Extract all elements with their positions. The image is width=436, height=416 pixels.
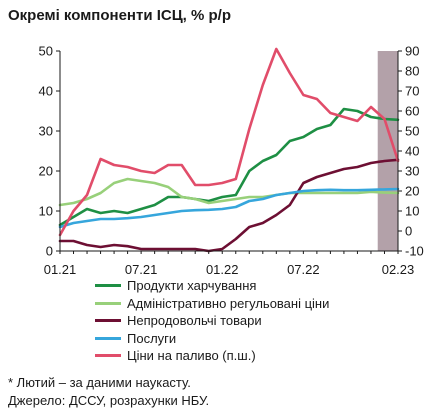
right-tick-label: 20 [405,184,419,199]
x-tick-label: 01.22 [206,262,239,277]
left-tick-label: 30 [39,124,53,139]
legend-label: Непродовольчі товари [127,313,262,329]
x-tick-label: 02.23 [382,262,415,277]
right-tick-label: -10 [405,244,424,259]
legend: Продукти харчування Адміністративно регул… [95,277,329,365]
legend-label: Адміністративно регульовані ціни [127,295,330,311]
footnotes: * Лютий – за даними наукасту. Джерело: Д… [8,374,209,410]
legend-item: Ціни на паливо (п.ш.) [95,347,329,365]
right-axis-ticks: -10 0 10 20 30 40 50 60 70 80 90 [398,44,424,259]
footnote-source: Джерело: ДССУ, розрахунки НБУ. [8,393,210,408]
legend-swatch [95,319,121,323]
x-axis-ticks: 01.21 07.21 01.22 07.22 02.23 [44,251,415,277]
legend-item: Продукти харчування [95,277,329,295]
forecast-shading [377,51,398,251]
footnote-nowcast: * Лютий – за даними наукасту. [8,375,191,390]
chart-title: Окремі компоненти ІСЦ, % р/р [8,7,231,24]
x-tick-label: 01.21 [44,262,77,277]
legend-item: Непродовольчі товари [95,312,329,330]
left-tick-label: 10 [39,204,53,219]
legend-label: Продукти харчування [127,278,257,294]
series-line-1 [58,107,400,227]
right-tick-label: 80 [405,64,419,79]
legend-item: Послуги [95,330,329,348]
right-tick-label: 30 [405,164,419,179]
series-lines [58,47,400,253]
series-line-5 [58,47,400,237]
left-tick-label: 0 [46,244,53,259]
right-tick-label: 60 [405,104,419,119]
left-axis-ticks: 0 10 20 30 40 50 [39,44,60,259]
left-tick-label: 40 [39,84,53,99]
right-tick-label: 10 [405,204,419,219]
right-tick-label: 90 [405,44,419,59]
right-tick-label: 0 [405,224,412,239]
series-line-2 [58,177,400,207]
right-tick-label: 40 [405,144,419,159]
line-chart: 0 10 20 30 40 50 -10 0 10 20 30 40 50 60 70 80 90 01.21… [39,44,424,278]
series-line-4 [58,187,400,229]
legend-swatch [95,301,121,305]
legend-label: Послуги [127,330,177,346]
left-tick-label: 50 [39,44,53,59]
legend-swatch [95,284,121,288]
x-tick-label: 07.22 [287,262,320,277]
plot-frame [59,51,399,252]
right-tick-label: 50 [405,124,419,139]
legend-swatch [95,354,121,358]
legend-item: Адміністративно регульовані ціни [95,295,329,313]
legend-label: Ціни на паливо (п.ш.) [127,348,256,364]
legend-swatch [95,336,121,340]
left-tick-label: 20 [39,164,53,179]
right-tick-label: 70 [405,84,419,99]
series-line-3 [58,158,400,253]
x-tick-label: 07.21 [125,262,158,277]
